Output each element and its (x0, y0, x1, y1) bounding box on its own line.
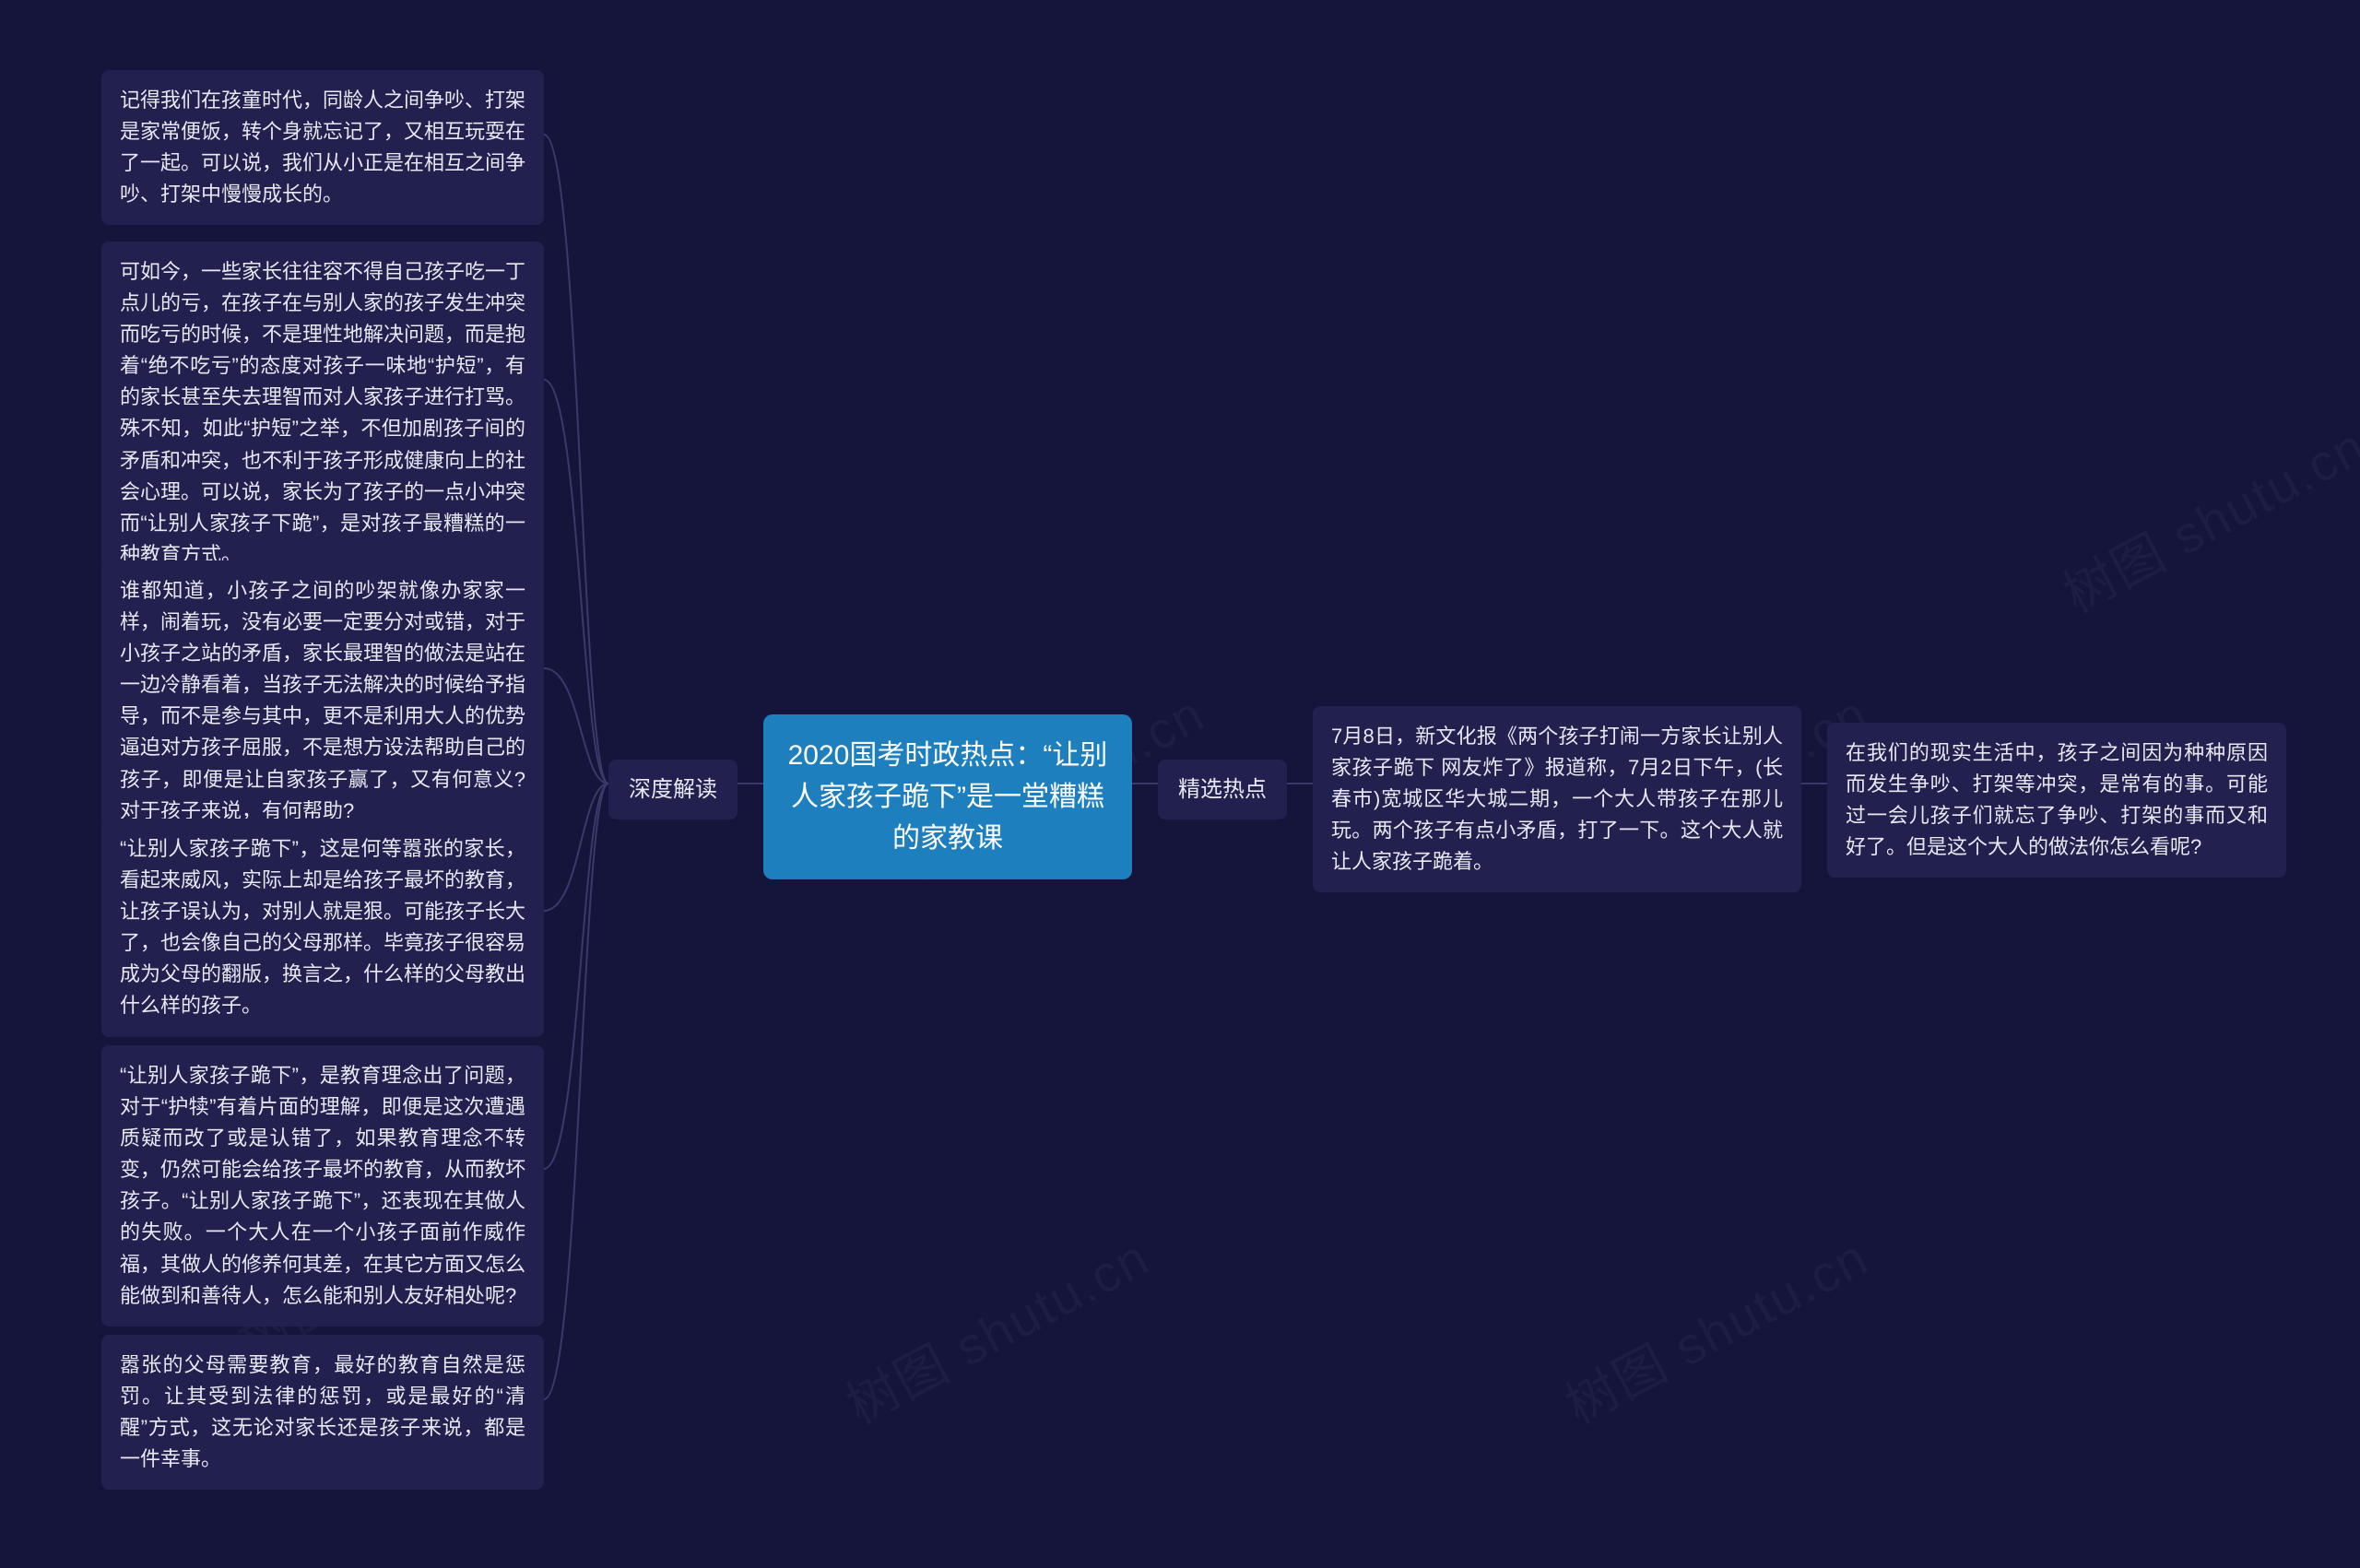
leaf-r1a[interactable]: 在我们的现实生活中，孩子之间因为种种原因而发生争吵、打架等冲突，是常有的事。可能… (1827, 723, 2286, 878)
leaf-text: 谁都知道，小孩子之间的吵架就像办家家一样，闹着玩，没有必要一定要分对或错，对于小… (120, 579, 525, 822)
leaf-l6[interactable]: 嚣张的父母需要教育，最好的教育自然是惩罚。让其受到法律的惩罚，或是最好的“清醒”… (101, 1335, 544, 1490)
root-label: 2020国考时政热点：“让别人家孩子跪下”是一堂糟糕的家教课 (788, 740, 1108, 854)
leaf-text: 7月8日，新文化报《两个孩子打闹一方家长让别人家孩子跪下 网友炸了》报道称，7月… (1331, 725, 1783, 873)
leaf-text: 可如今，一些家长往往容不得自己孩子吃一丁点儿的亏，在孩子在与别人家的孩子发生冲突… (120, 260, 525, 566)
branch-left-label: 深度解读 (629, 777, 717, 802)
leaf-l3[interactable]: 谁都知道，小孩子之间的吵架就像办家家一样，闹着玩，没有必要一定要分对或错，对于小… (101, 560, 544, 842)
mindmap-canvas: 树图 shutu.cn 树图 shutu.cn 树图 shutu.cn 树图 s… (0, 0, 2360, 1568)
branch-right[interactable]: 精选热点 (1158, 760, 1287, 819)
watermark: 树图 shutu.cn (1551, 1217, 1880, 1439)
leaf-l4[interactable]: “让别人家孩子跪下”，这是何等嚣张的家长，看起来威风，实际上却是给孩子最坏的教育… (101, 819, 544, 1037)
leaf-text: “让别人家孩子跪下”，这是何等嚣张的家长，看起来威风，实际上却是给孩子最坏的教育… (120, 837, 525, 1017)
branch-right-label: 精选热点 (1178, 777, 1267, 802)
watermark: 树图 shutu.cn (2048, 406, 2360, 628)
branch-left[interactable]: 深度解读 (608, 760, 738, 819)
leaf-l5[interactable]: “让别人家孩子跪下”，是教育理念出了问题，对于“护犊”有着片面的理解，即便是这次… (101, 1045, 544, 1326)
leaf-l1[interactable]: 记得我们在孩童时代，同龄人之间争吵、打架是家常便饭，转个身就忘记了，又相互玩耍在… (101, 70, 544, 225)
leaf-text: 记得我们在孩童时代，同龄人之间争吵、打架是家常便饭，转个身就忘记了，又相互玩耍在… (120, 88, 525, 206)
leaf-r1[interactable]: 7月8日，新文化报《两个孩子打闹一方家长让别人家孩子跪下 网友炸了》报道称，7月… (1313, 706, 1801, 892)
leaf-text: “让别人家孩子跪下”，是教育理念出了问题，对于“护犊”有着片面的理解，即便是这次… (120, 1064, 525, 1307)
leaf-text: 在我们的现实生活中，孩子之间因为种种原因而发生争吵、打架等冲突，是常有的事。可能… (1846, 741, 2268, 858)
watermark: 树图 shutu.cn (832, 1217, 1161, 1439)
root-node[interactable]: 2020国考时政热点：“让别人家孩子跪下”是一堂糟糕的家教课 (763, 714, 1132, 879)
leaf-l2[interactable]: 可如今，一些家长往往容不得自己孩子吃一丁点儿的亏，在孩子在与别人家的孩子发生冲突… (101, 242, 544, 585)
leaf-text: 嚣张的父母需要教育，最好的教育自然是惩罚。让其受到法律的惩罚，或是最好的“清醒”… (120, 1353, 525, 1470)
